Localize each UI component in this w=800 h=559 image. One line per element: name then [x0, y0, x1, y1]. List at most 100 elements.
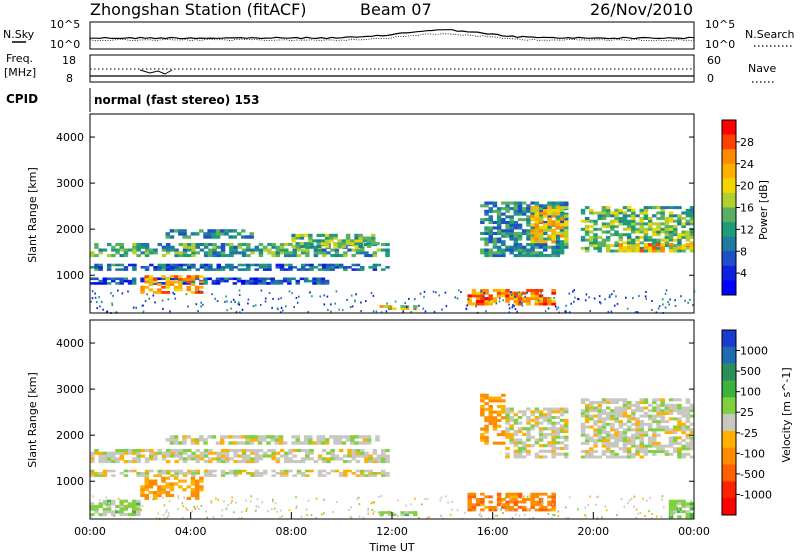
data-cell	[593, 420, 598, 424]
data-cell	[681, 428, 686, 432]
data-cell	[660, 214, 665, 218]
data-cell	[656, 398, 661, 402]
data-cell	[350, 239, 355, 243]
data-cell	[622, 406, 628, 410]
data-cell	[501, 399, 506, 403]
data-cell	[689, 431, 695, 434]
data-cell	[593, 297, 596, 300]
data-cell	[161, 299, 164, 302]
data-cell	[635, 431, 640, 434]
data-cell	[517, 441, 523, 445]
data-cell	[106, 310, 109, 313]
data-cell	[513, 452, 519, 456]
data-cell	[538, 237, 544, 241]
data-cell	[292, 266, 297, 269]
data-cell	[509, 248, 514, 252]
data-cell	[660, 249, 665, 253]
data-cell	[320, 277, 326, 281]
data-cell	[505, 231, 510, 235]
data-cell	[333, 236, 338, 240]
data-cell	[681, 447, 686, 451]
data-region	[165, 435, 380, 445]
data-cell	[626, 246, 632, 250]
data-cell	[668, 428, 674, 432]
data-cell	[557, 515, 560, 518]
data-cell	[208, 251, 213, 255]
data-cell	[685, 444, 691, 448]
data-cell	[305, 263, 310, 267]
data-cell	[165, 268, 171, 271]
data-cell	[547, 204, 552, 208]
data-cell	[670, 514, 672, 517]
data-cell	[530, 245, 535, 249]
data-cell	[203, 279, 208, 283]
data-cell	[194, 479, 200, 483]
data-cell	[604, 298, 606, 301]
data-cell	[236, 435, 242, 439]
data-cell	[656, 211, 661, 215]
data-cell	[505, 299, 510, 303]
data-cell	[538, 243, 544, 247]
data-cell	[480, 498, 485, 501]
data-cell	[226, 300, 228, 303]
data-cell	[320, 233, 326, 237]
data-cell	[249, 441, 254, 445]
data-cell	[492, 396, 498, 400]
data-cell	[656, 406, 661, 410]
data-cell	[652, 414, 657, 418]
data-cell	[480, 299, 485, 303]
data-cell	[262, 469, 268, 473]
data-cell	[475, 305, 477, 308]
data-cell	[262, 279, 267, 283]
data-cell	[194, 438, 200, 442]
data-cell	[421, 503, 423, 506]
data-cell	[681, 452, 686, 456]
data-cell	[555, 234, 561, 238]
data-cell	[496, 433, 502, 437]
data-cell	[509, 435, 514, 439]
data-cell	[308, 239, 313, 243]
data-cell	[169, 441, 175, 445]
data-cell	[305, 251, 310, 255]
data-cell	[129, 517, 132, 520]
data-cell	[433, 310, 436, 313]
colorbar-segment	[722, 363, 736, 381]
data-cell	[241, 229, 246, 233]
data-cell	[350, 242, 355, 246]
data-cell	[321, 513, 323, 516]
data-cell	[225, 266, 230, 269]
data-cell	[140, 279, 145, 283]
data-cell	[589, 238, 594, 242]
data-cell	[622, 444, 628, 448]
time-xlabel: Time UT	[368, 541, 414, 554]
data-cell	[538, 444, 544, 448]
data-cell	[165, 251, 171, 255]
data-cell	[547, 432, 552, 436]
data-cell	[480, 220, 485, 224]
data-cell	[220, 449, 226, 453]
data-cell	[215, 235, 221, 239]
data-cell	[547, 299, 552, 303]
data-cell	[127, 502, 133, 506]
data-cell	[208, 469, 213, 473]
data-cell	[496, 207, 502, 211]
data-cell	[631, 452, 636, 456]
freq-label: Freq.	[6, 52, 33, 65]
data-cell	[543, 204, 548, 208]
data-cell	[203, 451, 209, 455]
data-cell	[488, 508, 493, 512]
data-cell	[270, 277, 275, 281]
data-cell	[673, 225, 678, 229]
data-cell	[140, 291, 145, 294]
data-cell	[299, 236, 305, 240]
data-cell	[626, 222, 632, 226]
data-cell	[505, 452, 510, 456]
data-cell	[174, 474, 179, 477]
data-cell	[236, 277, 242, 281]
data-cell	[347, 449, 352, 453]
scatter-cells	[90, 289, 696, 314]
data-cell	[635, 214, 640, 218]
data-cell	[296, 254, 302, 258]
data-cell	[262, 435, 267, 439]
data-cell	[229, 268, 234, 271]
